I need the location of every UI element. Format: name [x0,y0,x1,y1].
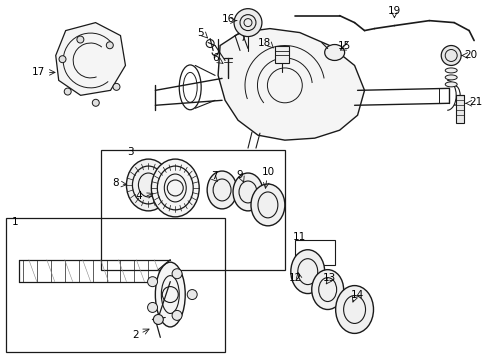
Text: 21: 21 [469,97,482,107]
Polygon shape [56,23,125,95]
Ellipse shape [336,285,373,333]
Text: 20: 20 [464,50,477,60]
Text: 2: 2 [132,330,139,341]
Circle shape [441,45,461,66]
Text: 16: 16 [221,14,235,24]
Circle shape [106,42,113,49]
Text: 10: 10 [261,167,274,177]
Bar [295,240,335,265]
Text: 9: 9 [237,170,244,180]
Text: 17: 17 [32,67,46,77]
Text: 1: 1 [12,217,18,227]
Circle shape [59,56,66,63]
Ellipse shape [151,159,199,217]
Text: 15: 15 [338,41,351,50]
Bar [456,95,464,123]
Ellipse shape [445,68,457,73]
Circle shape [153,315,163,324]
Circle shape [187,289,197,300]
Ellipse shape [207,171,237,209]
Ellipse shape [325,45,344,60]
Text: 11: 11 [293,232,306,242]
Text: 18: 18 [258,37,271,48]
Text: 6: 6 [212,54,219,63]
Circle shape [234,9,262,37]
Circle shape [92,99,99,106]
Circle shape [113,84,120,90]
Text: 14: 14 [351,289,364,300]
Circle shape [147,302,158,312]
Text: 7: 7 [211,171,218,181]
Bar [275,45,289,63]
Ellipse shape [126,159,171,211]
Circle shape [147,277,158,287]
Ellipse shape [312,270,343,310]
Ellipse shape [445,75,457,80]
Bar [6,218,225,352]
Text: 4: 4 [135,191,142,201]
Circle shape [64,88,71,95]
Polygon shape [218,28,365,140]
Circle shape [172,310,182,320]
Text: 5: 5 [197,28,203,37]
Text: 8: 8 [112,178,119,188]
Ellipse shape [155,262,185,327]
Ellipse shape [251,184,285,226]
Text: 13: 13 [323,273,336,283]
Text: 3: 3 [127,147,134,157]
Ellipse shape [445,82,457,87]
Ellipse shape [291,250,325,293]
Ellipse shape [233,173,263,211]
Circle shape [172,269,182,279]
Text: 19: 19 [388,6,401,15]
Text: 12: 12 [289,273,302,283]
Circle shape [77,36,84,43]
Bar [100,150,285,270]
